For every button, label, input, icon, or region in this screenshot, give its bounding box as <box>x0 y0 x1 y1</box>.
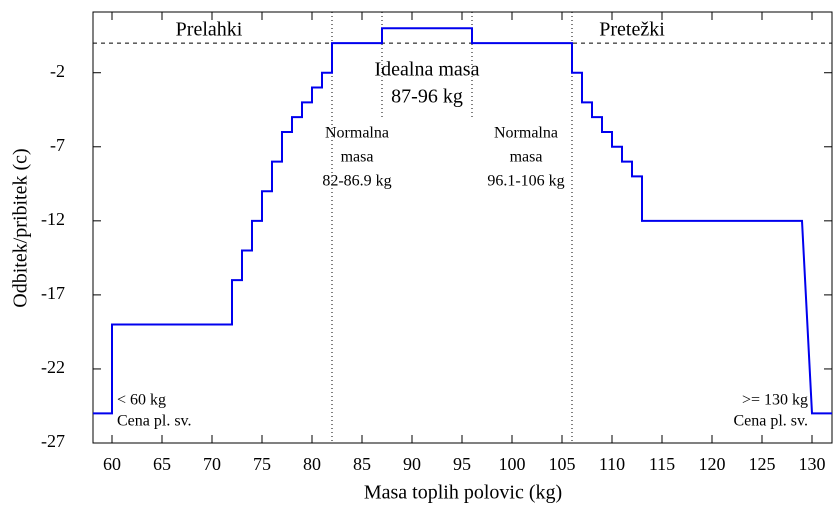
annotation: < 60 kg <box>117 392 166 409</box>
annotation: >= 130 kg <box>742 392 808 409</box>
x-tick-label: 120 <box>699 454 726 474</box>
y-tick-label: -2 <box>50 61 65 81</box>
annotation: Pretežki <box>599 19 665 41</box>
annotation: 87-96 kg <box>391 86 463 108</box>
y-tick-label: -17 <box>41 283 65 303</box>
annotation: 82-86.9 kg <box>322 173 391 190</box>
x-tick-label: 110 <box>599 454 625 474</box>
y-tick-label: -22 <box>41 357 65 377</box>
x-tick-label: 65 <box>153 454 171 474</box>
annotation: Normalna <box>325 125 389 142</box>
annotation: 96.1-106 kg <box>487 173 564 190</box>
annotation: Cena pl. sv. <box>733 413 808 430</box>
annotation: Normalna <box>494 125 558 142</box>
x-tick-label: 90 <box>403 454 421 474</box>
y-tick-label: -27 <box>41 431 65 451</box>
x-tick-label: 115 <box>649 454 675 474</box>
x-tick-label: 130 <box>799 454 826 474</box>
x-tick-label: 125 <box>749 454 776 474</box>
annotation: masa <box>510 149 543 166</box>
y-axis-label: Odbitek/pribitek (c) <box>10 148 32 307</box>
x-tick-label: 80 <box>303 454 321 474</box>
x-axis-label: Masa toplih polovic (kg) <box>364 482 562 504</box>
x-tick-label: 95 <box>453 454 471 474</box>
y-tick-label: -12 <box>41 209 65 229</box>
annotation: Cena pl. sv. <box>117 413 192 430</box>
x-tick-label: 60 <box>103 454 121 474</box>
annotation: Prelahki <box>176 19 243 41</box>
y-tick-label: -7 <box>50 135 65 155</box>
x-tick-label: 105 <box>549 454 576 474</box>
x-tick-label: 70 <box>203 454 221 474</box>
x-tick-label: 85 <box>353 454 371 474</box>
annotation: Idealna masa <box>375 59 480 81</box>
x-tick-label: 75 <box>253 454 271 474</box>
data-line <box>93 27 832 415</box>
x-tick-label: 100 <box>499 454 526 474</box>
annotation: masa <box>341 149 374 166</box>
